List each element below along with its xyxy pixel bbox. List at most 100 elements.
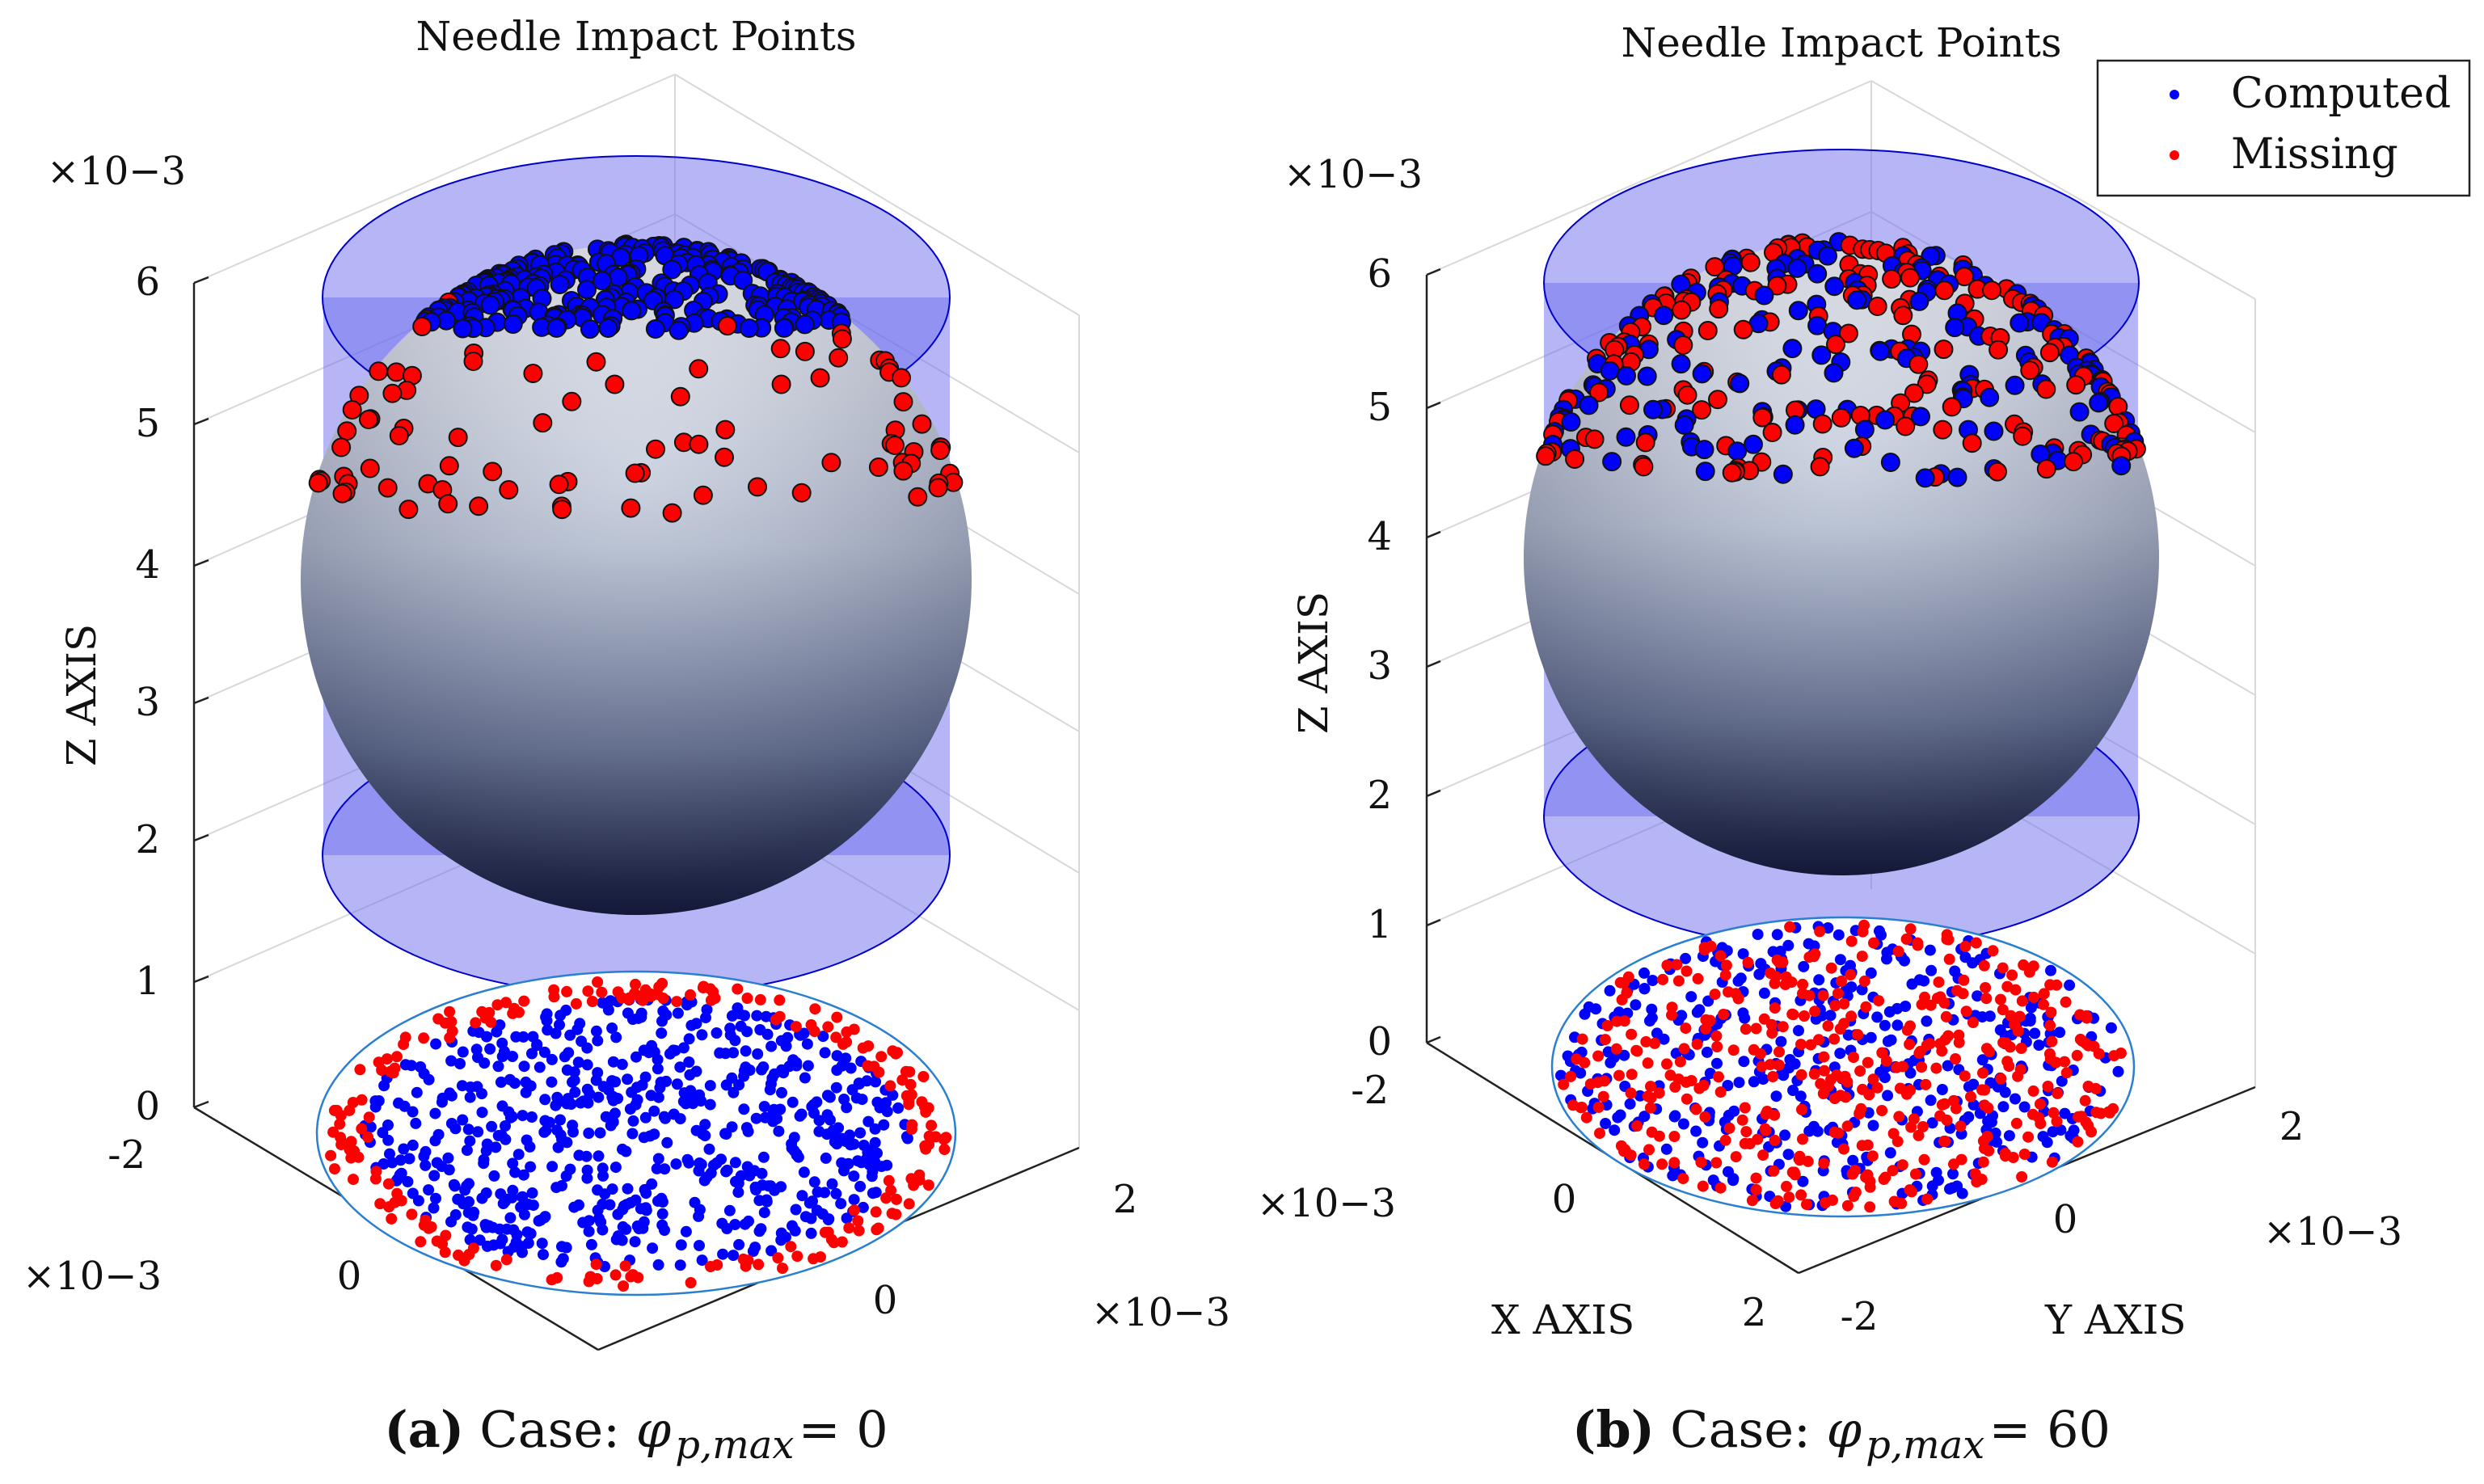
disc-point-missing (1714, 1182, 1727, 1194)
disc-point-missing (2048, 1107, 2060, 1119)
disc-point-computed (750, 1112, 762, 1124)
panel-a-ztick-0: 0 (135, 1084, 160, 1129)
disc-point-computed (551, 1091, 563, 1103)
disc-point-computed (1884, 1147, 1896, 1159)
disc-point-missing (1871, 1081, 1883, 1094)
disc-point-missing (1710, 1157, 1723, 1169)
sphere-point-computed (1870, 341, 1891, 361)
sphere-point-missing (1933, 419, 1953, 440)
disc-point-computed (2064, 979, 2076, 991)
disc-point-missing (431, 1235, 443, 1247)
disc-point-computed (622, 1007, 634, 1019)
disc-point-missing (1940, 1010, 1952, 1022)
disc-point-computed (735, 1020, 747, 1032)
disc-point-computed (607, 1090, 619, 1102)
disc-point-missing (1912, 939, 1924, 951)
sphere-point-computed (1695, 462, 1715, 482)
disc-point-computed (606, 1075, 618, 1087)
sphere-point-computed (1616, 427, 1636, 447)
disc-point-missing (1720, 959, 1732, 972)
disc-point-computed (703, 1143, 715, 1155)
disc-point-missing (918, 1101, 930, 1113)
disc-point-computed (751, 1010, 763, 1022)
disc-point-computed (696, 1254, 708, 1267)
disc-point-computed (1865, 1031, 1877, 1043)
disc-point-missing (373, 1056, 385, 1069)
panel-a-z-exponent: ×10−3 (47, 149, 186, 194)
disc-point-missing (705, 1261, 716, 1272)
disc-point-missing (1766, 1027, 1778, 1039)
disc-point-missing (348, 1174, 359, 1186)
sphere-point-missing (621, 498, 641, 518)
disc-point-computed (445, 1090, 458, 1102)
disc-point-computed (504, 1212, 517, 1224)
panel-a-z-label: Z AXIS (58, 624, 105, 766)
disc-point-missing (1786, 1166, 1799, 1178)
disc-point-missing (1631, 1120, 1643, 1132)
disc-point-computed (824, 1091, 836, 1103)
disc-point-missing (1739, 1102, 1751, 1114)
disc-point-missing (1803, 989, 1816, 1001)
disc-point-computed (1803, 1125, 1816, 1137)
disc-point-computed (448, 1178, 460, 1191)
disc-point-computed (2068, 1124, 2080, 1136)
disc-point-computed (546, 1161, 559, 1173)
disc-point-computed (723, 1204, 736, 1216)
disc-point-computed (776, 1064, 787, 1076)
sphere-point-computed (1880, 453, 1900, 472)
disc-point-missing (732, 983, 744, 995)
disc-point-computed (838, 1094, 850, 1105)
disc-point-missing (500, 1254, 512, 1266)
disc-point-computed (733, 1238, 745, 1250)
sphere-point-missing (770, 339, 791, 359)
disc-point-missing (1856, 951, 1868, 963)
disc-point-computed (819, 1047, 831, 1059)
sphere-point-computed (1643, 399, 1663, 419)
disc-point-computed (556, 1134, 568, 1145)
disc-point-missing (1876, 1105, 1888, 1116)
disc-point-computed (871, 1096, 884, 1108)
disc-point-computed (647, 1242, 659, 1254)
disc-point-computed (1794, 1090, 1807, 1102)
sphere-point-missing (331, 437, 352, 457)
sphere-point-missing (360, 458, 380, 479)
panel-a-x-exponent: ×10−3 (23, 1254, 162, 1299)
disc-point-computed (892, 1102, 905, 1114)
disc-point-computed (1813, 974, 1825, 986)
panel-b-title: Needle Impact Points (1621, 19, 2061, 66)
sphere-point-missing (821, 453, 841, 473)
disc-point-computed (638, 1044, 650, 1056)
disc-point-missing (790, 1021, 802, 1033)
disc-point-missing (1904, 1184, 1916, 1196)
disc-point-computed (1748, 1076, 1760, 1088)
disc-point-computed (1972, 990, 1984, 1002)
disc-point-computed (675, 1239, 687, 1251)
disc-point-missing (2072, 1136, 2084, 1148)
disc-point-computed (753, 1225, 765, 1237)
disc-point-missing (1773, 1059, 1785, 1071)
disc-point-computed (808, 1176, 820, 1188)
disc-point-computed (490, 1141, 502, 1153)
sphere-point-missing (1893, 306, 1913, 326)
panel-b-ztick-5: 5 (1367, 385, 1392, 430)
sphere-point-computed (1984, 421, 2004, 441)
sphere-point-missing (308, 473, 328, 493)
disc-point-computed (1624, 1098, 1636, 1110)
disc-point-missing (1841, 1076, 1854, 1088)
disc-point-computed (646, 1178, 658, 1190)
disc-point-computed (518, 1060, 530, 1073)
disc-point-computed (1904, 1067, 1917, 1079)
disc-point-computed (1612, 1111, 1624, 1124)
sphere-point-computed (1773, 464, 1793, 484)
sphere-point-computed (2111, 456, 2132, 476)
disc-point-missing (1845, 935, 1858, 947)
disc-point-computed (744, 1170, 756, 1182)
disc-point-missing (753, 1258, 765, 1271)
disc-point-missing (741, 993, 753, 1004)
disc-point-missing (1674, 1056, 1686, 1068)
sphere-point-computed (608, 268, 628, 288)
disc-point-missing (418, 1032, 430, 1044)
disc-point-computed (412, 1195, 424, 1207)
disc-point-computed (555, 1256, 567, 1268)
disc-point-computed (727, 1086, 740, 1098)
